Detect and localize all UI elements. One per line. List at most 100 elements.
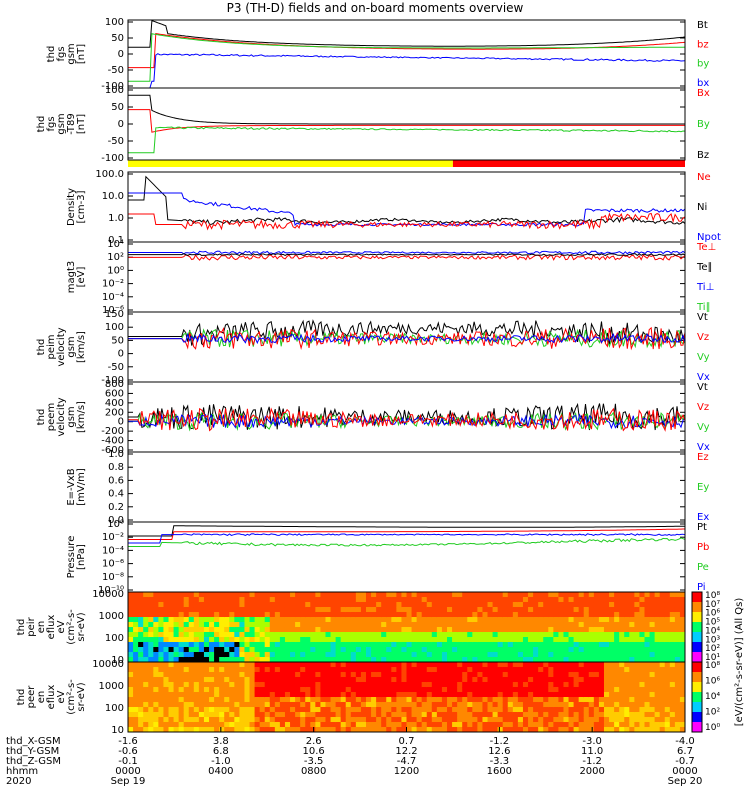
spectrogram-cell (335, 727, 342, 733)
spectrogram-cell (512, 722, 519, 728)
spectrogram-cell (482, 627, 489, 633)
spectrogram-cell (401, 677, 407, 683)
spectrogram-cell (345, 637, 352, 643)
spectrogram-cell (624, 617, 630, 623)
spectrogram-cell (583, 617, 590, 623)
spectrogram-cell (178, 692, 185, 698)
spectrogram-cell (325, 627, 332, 633)
spectrogram-cell (371, 602, 377, 608)
spectrogram-cell (300, 722, 306, 728)
spectrogram-cell (229, 727, 235, 733)
spectrogram-cell (138, 622, 144, 628)
spectrogram-cell (355, 647, 362, 653)
spectrogram-cell (284, 627, 291, 633)
spectrogram-cell (553, 722, 559, 728)
spectrogram-cell (193, 652, 200, 658)
spectrogram-cell (654, 727, 661, 733)
spectrogram-cell (259, 602, 266, 608)
spectrogram-cell (639, 607, 645, 613)
spectrogram-cell (350, 637, 357, 643)
spectrogram-cell (447, 617, 453, 623)
spectrogram-cell (674, 612, 681, 618)
spectrogram-cell (239, 727, 245, 733)
x-tick-label: 0000 (672, 766, 697, 777)
spectrogram-cell (472, 622, 478, 628)
spectrogram-cell (279, 712, 286, 718)
spectrogram-cell (639, 707, 645, 713)
spectrogram-cell (411, 632, 418, 638)
spectrogram-cell (183, 687, 190, 693)
spectrogram-cell (563, 637, 570, 643)
spectrogram-cell (669, 672, 676, 678)
spectrogram-cell (457, 677, 463, 683)
spectrogram-cell (305, 617, 311, 623)
spectrogram-cell (203, 627, 210, 633)
spectrogram-cell (603, 627, 610, 633)
spectrogram-cell (269, 642, 276, 648)
spectrogram-cell (431, 632, 438, 638)
spectrogram-cell (355, 697, 362, 703)
spectrogram-cell (533, 682, 539, 688)
spectrogram-cell (178, 727, 185, 733)
spectrogram-cell (300, 607, 306, 613)
spectrogram-cell (396, 657, 402, 663)
spectrogram-cell (421, 637, 428, 643)
spectrogram-cell (512, 622, 519, 628)
spectrogram-cell (143, 662, 149, 668)
spectrogram-cell (497, 672, 504, 678)
panel-peem-vel: thd peem velocity gsm [km/s]8006004002000-20… (36, 379, 710, 456)
spectrogram-cell (274, 632, 281, 638)
spectrogram-cell (224, 707, 230, 713)
spectrogram-cell (669, 657, 676, 663)
spectrogram-cell (619, 717, 625, 723)
spectrogram-cell (578, 657, 585, 663)
spectrogram-cell (320, 617, 326, 623)
spectrogram-cell (386, 667, 392, 673)
x-tick-label: -4.7 (397, 756, 417, 767)
spectrogram-cell (553, 632, 559, 638)
spectrogram-cell (203, 637, 210, 643)
series-Ti (128, 250, 686, 255)
spectrogram-cell (558, 632, 564, 638)
spectrogram-cell (583, 612, 590, 618)
spectrogram-cell (411, 667, 418, 673)
spectrogram-cell (558, 617, 564, 623)
spectrogram-cell (148, 722, 154, 728)
spectrogram-cell (355, 602, 362, 608)
spectrogram-cell (553, 672, 559, 678)
ytick-label: -600 (101, 445, 124, 456)
spectrogram-cell (340, 697, 347, 703)
spectrogram-cell (224, 607, 230, 613)
spectrogram-cell (669, 662, 676, 668)
spectrogram-cell (593, 617, 600, 623)
legend-entry-Pt: Pt (697, 522, 707, 533)
panel-ylabel-line: sr-eV) (76, 612, 87, 641)
spectrogram-cell (441, 702, 448, 708)
spectrogram-cell (578, 687, 585, 693)
spectrogram-cell (391, 632, 397, 638)
spectrogram-cell (563, 647, 570, 653)
spectrogram-cell (634, 602, 640, 608)
x-tick-label: -3.3 (490, 756, 510, 767)
colorbar-tick: 10⁷ (705, 600, 720, 610)
spectrogram-cell (188, 622, 195, 628)
spectrogram-cell (452, 652, 458, 658)
spectrogram-cell (649, 652, 656, 658)
spectrogram-cell (234, 682, 240, 688)
spectrogram-cell (345, 692, 352, 698)
spectrogram-cell (421, 642, 428, 648)
spectrogram-cell (639, 602, 645, 608)
spectrogram-cell (310, 672, 316, 678)
spectrogram-cell (462, 627, 468, 633)
spectrogram-cell (163, 637, 170, 643)
spectrogram-cell (447, 667, 453, 673)
spectrogram-cell (614, 672, 620, 678)
spectrogram-cell (335, 637, 342, 643)
spectrogram-cell (664, 692, 671, 698)
spectrogram-cell (502, 607, 509, 613)
spectrogram-cell (634, 697, 640, 703)
colorbar-label: [eV/(cm²-s-sr-eV)] (All Qs) (734, 598, 745, 727)
spectrogram-cell (315, 642, 321, 648)
spectrogram-cell (360, 647, 367, 653)
